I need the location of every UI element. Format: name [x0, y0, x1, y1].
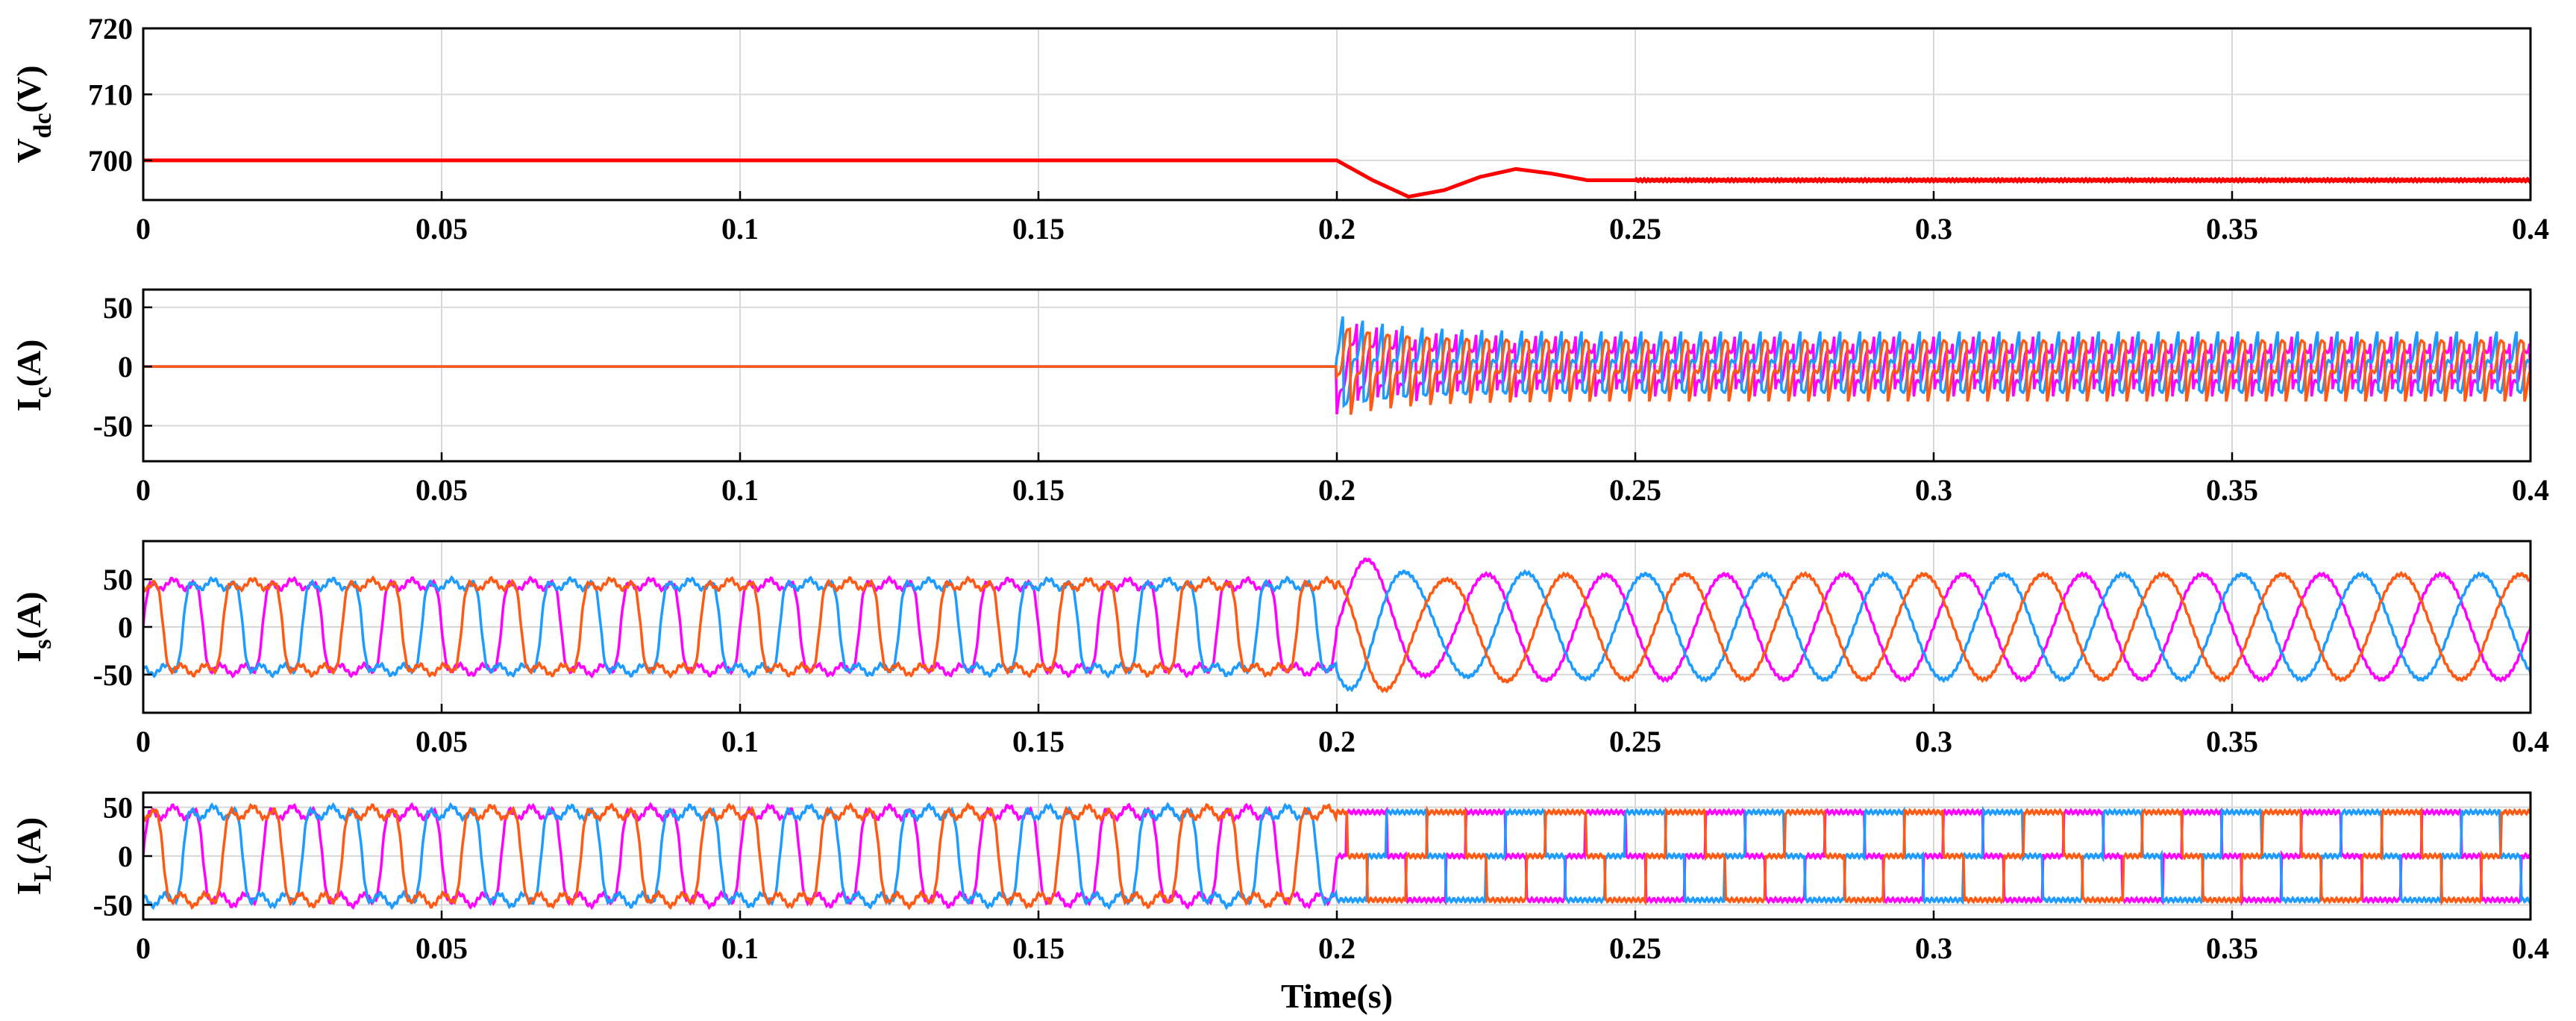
y-tick-label: 0 [118, 611, 133, 644]
x-tick-label: 0.1 [721, 212, 759, 246]
series-ILc [143, 802, 2530, 911]
x-tick-label: 0 [136, 212, 151, 246]
series-Isa [143, 557, 2530, 684]
x-tick-label: 0.1 [721, 473, 759, 507]
x-tick-label: 0.05 [416, 725, 468, 758]
y-tick-label: 0 [118, 350, 133, 384]
x-tick-label: 0.25 [1609, 473, 1661, 507]
y-axis-title-main: I [10, 881, 48, 895]
x-tick-label: 0 [136, 931, 151, 965]
x-tick-label: 0.4 [2512, 725, 2549, 758]
y-axis-title-sub: s [29, 639, 57, 649]
y-tick-label: 720 [88, 12, 133, 46]
x-axis-title: Time(s) [1281, 977, 1393, 1015]
x-tick-label: 0.15 [1012, 212, 1065, 246]
x-tick-label: 0.3 [1915, 725, 1952, 758]
y-axis-title-unit: (A) [10, 340, 48, 387]
y-tick-label: -50 [93, 409, 133, 443]
x-tick-label: 0.05 [416, 473, 468, 507]
panel-1: 0 0.05 0.1 0.15 0.2 0.25 0.3 0.35 0.4 700 710 720 Vd… [10, 12, 2549, 246]
x-tick-label: 0.3 [1915, 212, 1952, 246]
x-tick-label: 0.2 [1318, 212, 1356, 246]
x-tick-label: 0.35 [2206, 212, 2258, 246]
y-axis-title-sub: L [29, 865, 57, 882]
y-axis-title-main: I [10, 649, 48, 663]
x-tick-label: 0.2 [1318, 725, 1356, 758]
x-tick-label: 0.1 [721, 931, 759, 965]
x-tick-label: 0.05 [416, 931, 468, 965]
series-Vdc [143, 158, 2530, 199]
y-tick-label: 710 [88, 78, 133, 111]
y-axis-title-main: I [10, 399, 48, 412]
y-axis-title: Ic(A) [10, 340, 57, 412]
y-axis-title-unit: (A) [10, 817, 48, 865]
y-axis-title-sub: dc [29, 113, 57, 138]
y-tick-label: -50 [93, 658, 133, 692]
x-tick-label: 0.35 [2206, 931, 2258, 965]
y-tick-label: 0 [118, 840, 133, 873]
y-axis-title-unit: (V) [10, 65, 48, 113]
y-axis-title: Is(A) [10, 592, 57, 663]
y-axis-title-unit: (A) [10, 592, 48, 640]
series-ILb [143, 802, 2530, 911]
y-axis-title-sub: c [29, 387, 57, 398]
series-Icc [143, 327, 2530, 415]
x-tick-label: 0 [136, 725, 151, 758]
x-tick-label: 0.1 [721, 725, 759, 758]
x-tick-label: 0.3 [1915, 931, 1952, 965]
x-tick-label: 0.25 [1609, 931, 1661, 965]
series-ILa [143, 802, 2530, 911]
y-axis-title: IL(A) [10, 817, 57, 895]
y-axis-title: Vdc(V) [10, 65, 57, 163]
x-tick-label: 0.4 [2512, 931, 2549, 965]
y-tick-label: 50 [103, 563, 133, 596]
x-tick-label: 0.15 [1012, 931, 1065, 965]
x-tick-label: 0.35 [2206, 473, 2258, 507]
y-tick-label: 50 [103, 291, 133, 325]
x-tick-label: 0.15 [1012, 725, 1065, 758]
x-tick-label: 0.4 [2512, 212, 2549, 246]
series-Isc [143, 570, 2530, 693]
x-tick-label: 0.3 [1915, 473, 1952, 507]
panel-4: 0 0.05 0.1 0.15 0.2 0.25 0.3 0.35 0.4-50050IL(A)… [10, 791, 2549, 1015]
x-tick-label: 0.25 [1609, 212, 1661, 246]
x-tick-label: 0.25 [1609, 725, 1661, 758]
x-tick-label: 0.05 [416, 212, 468, 246]
x-tick-label: 0.35 [2206, 725, 2258, 758]
x-tick-label: 0.4 [2512, 473, 2549, 507]
x-tick-label: 0 [136, 473, 151, 507]
x-tick-label: 0.15 [1012, 473, 1065, 507]
y-tick-label: 700 [88, 144, 133, 178]
y-tick-label: 50 [103, 791, 133, 825]
x-tick-label: 0.2 [1318, 931, 1356, 965]
series-Isb [143, 569, 2530, 693]
y-axis-title-main: V [10, 138, 48, 163]
y-tick-label: -50 [93, 888, 133, 922]
x-tick-label: 0.2 [1318, 473, 1356, 507]
